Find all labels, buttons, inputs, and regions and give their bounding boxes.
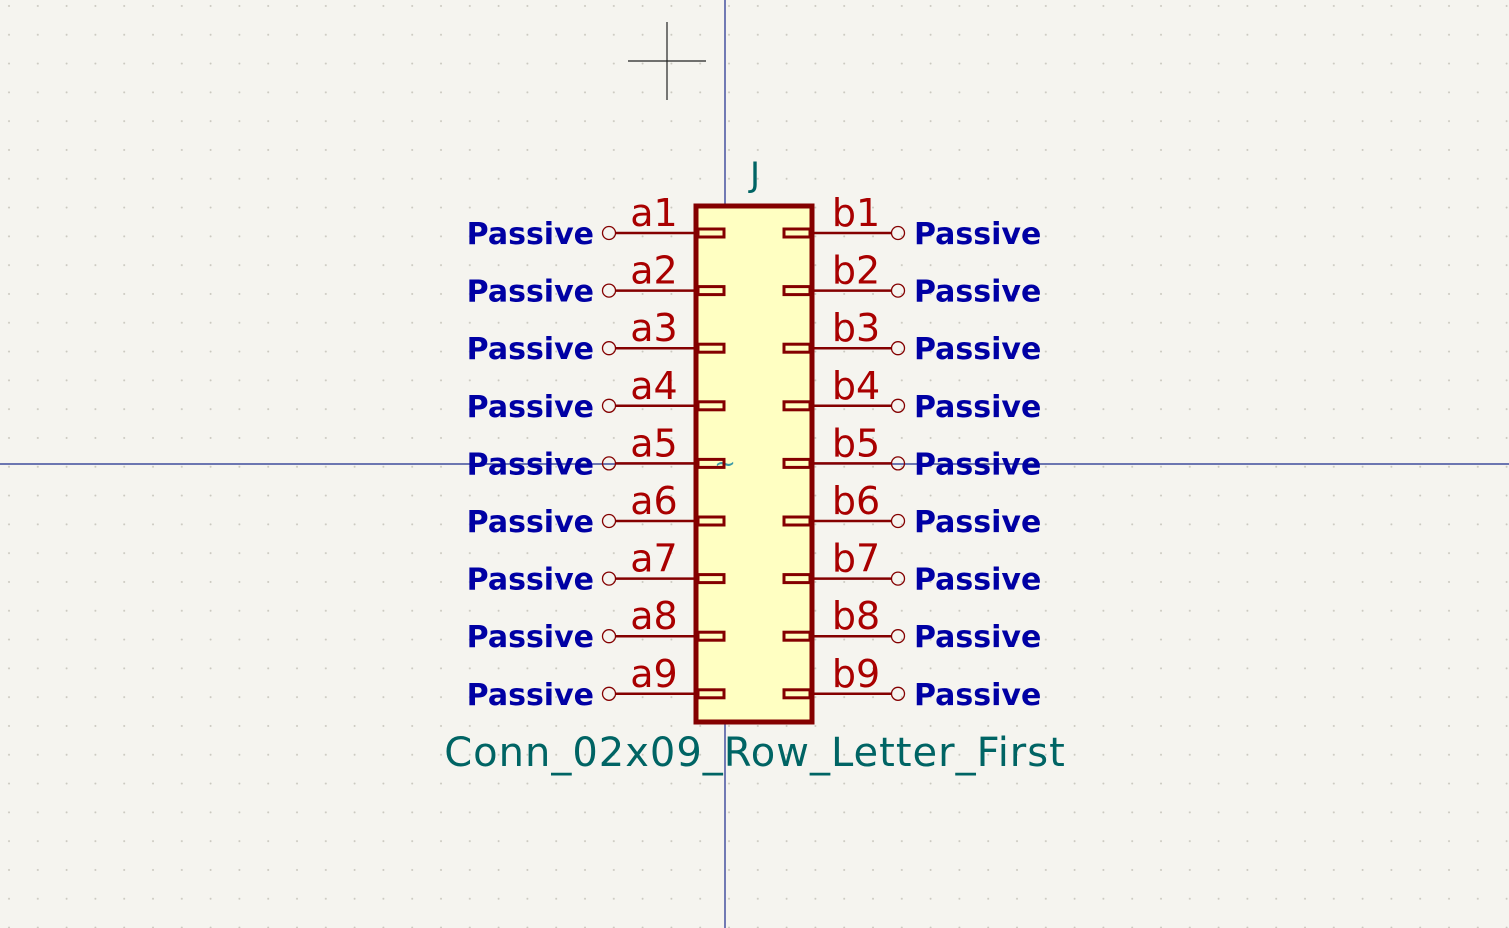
pin-a8[interactable]: a8 Passive	[467, 594, 726, 655]
pin-number: b8	[832, 594, 880, 638]
pin-electrical-type: Passive	[914, 447, 1041, 482]
pin-number: b4	[832, 364, 880, 408]
pin-list: a1 Passive a2 Passive a3 Passive a4 Passive a5 Pa…	[467, 191, 1042, 713]
pin-connector-icon	[696, 688, 726, 700]
pin-electrical-type: Passive	[914, 332, 1041, 367]
pin-end-circle-icon	[890, 629, 906, 644]
pin-b4[interactable]: b4 Passive	[782, 364, 1041, 425]
pin-connector-icon	[782, 342, 812, 354]
pin-electrical-type: Passive	[467, 620, 594, 655]
pin-electrical-type: Passive	[914, 217, 1041, 252]
pin-end-circle-icon	[601, 686, 617, 701]
pin-end-circle-icon	[890, 686, 906, 701]
pin-a5[interactable]: a5 Passive	[467, 421, 726, 482]
pin-electrical-type: Passive	[467, 678, 594, 713]
cursor-crosshair-icon	[628, 22, 706, 100]
pin-end-circle-icon	[601, 398, 617, 413]
symbol-value[interactable]: Conn_02x09_Row_Letter_First	[444, 730, 1066, 776]
pin-electrical-type: Passive	[914, 390, 1041, 425]
pin-a9[interactable]: a9 Passive	[467, 652, 726, 713]
pin-connector-icon	[782, 227, 812, 239]
pin-electrical-type: Passive	[467, 563, 594, 598]
pin-a1[interactable]: a1 Passive	[467, 191, 726, 252]
pin-a2[interactable]: a2 Passive	[467, 249, 726, 310]
pin-a7[interactable]: a7 Passive	[467, 537, 726, 598]
pin-electrical-type: Passive	[467, 505, 594, 540]
pin-end-circle-icon	[890, 283, 906, 298]
pin-end-circle-icon	[601, 456, 617, 471]
pin-end-circle-icon	[890, 341, 906, 356]
pin-end-circle-icon	[890, 456, 906, 471]
pin-electrical-type: Passive	[467, 332, 594, 367]
pin-b3[interactable]: b3 Passive	[782, 306, 1041, 367]
pin-connector-icon	[782, 457, 812, 469]
pin-connector-icon	[696, 573, 726, 585]
pin-end-circle-icon	[890, 225, 906, 241]
pin-number: b3	[832, 306, 880, 350]
pin-end-circle-icon	[601, 283, 617, 298]
pin-connector-icon	[696, 342, 726, 354]
pin-end-circle-icon	[601, 341, 617, 356]
pin-number: a5	[630, 421, 677, 465]
pin-end-circle-icon	[890, 571, 906, 586]
pin-end-circle-icon	[601, 629, 617, 644]
pin-connector-icon	[782, 573, 812, 585]
pin-number: b9	[832, 652, 880, 696]
pin-connector-icon	[696, 457, 726, 469]
pin-connector-icon	[696, 227, 726, 239]
pin-number: a8	[630, 594, 677, 638]
pin-connector-icon	[782, 515, 812, 527]
pin-end-circle-icon	[890, 398, 906, 413]
pin-number: a4	[630, 364, 677, 408]
pin-end-circle-icon	[601, 225, 617, 241]
pin-b1[interactable]: b1 Passive	[782, 191, 1041, 252]
pin-a4[interactable]: a4 Passive	[467, 364, 726, 425]
pin-electrical-type: Passive	[914, 505, 1041, 540]
pin-connector-icon	[696, 400, 726, 412]
pin-electrical-type: Passive	[467, 275, 594, 310]
pin-number: b2	[832, 249, 880, 293]
pin-b5[interactable]: b5 Passive	[782, 421, 1041, 482]
pin-number: a7	[630, 537, 677, 581]
pin-number: a1	[630, 191, 677, 235]
pin-number: b6	[832, 479, 880, 523]
pin-connector-icon	[696, 285, 726, 297]
pin-b8[interactable]: b8 Passive	[782, 594, 1041, 655]
pin-connector-icon	[782, 400, 812, 412]
pin-connector-icon	[782, 688, 812, 700]
pin-b7[interactable]: b7 Passive	[782, 537, 1041, 598]
pin-connector-icon	[782, 285, 812, 297]
symbol-reference[interactable]: J	[748, 155, 760, 195]
pin-b2[interactable]: b2 Passive	[782, 249, 1041, 310]
pin-number: a9	[630, 652, 677, 696]
pin-number: b5	[832, 421, 880, 465]
pin-number: b1	[832, 191, 880, 235]
pin-b6[interactable]: b6 Passive	[782, 479, 1041, 540]
pin-electrical-type: Passive	[467, 217, 594, 252]
pin-a6[interactable]: a6 Passive	[467, 479, 726, 540]
pin-electrical-type: Passive	[914, 563, 1041, 598]
pin-number: a2	[630, 249, 677, 293]
pin-connector-icon	[696, 630, 726, 642]
pin-b9[interactable]: b9 Passive	[782, 652, 1041, 713]
pin-number: a6	[630, 479, 677, 523]
pin-electrical-type: Passive	[914, 620, 1041, 655]
pin-number: b7	[832, 537, 880, 581]
pin-electrical-type: Passive	[914, 678, 1041, 713]
pin-end-circle-icon	[601, 571, 617, 586]
pin-connector-icon	[782, 630, 812, 642]
pin-a3[interactable]: a3 Passive	[467, 306, 726, 367]
pin-electrical-type: Passive	[914, 275, 1041, 310]
pin-connector-icon	[696, 515, 726, 527]
pin-electrical-type: Passive	[467, 447, 594, 482]
pin-end-circle-icon	[601, 513, 617, 529]
pin-electrical-type: Passive	[467, 390, 594, 425]
pin-end-circle-icon	[890, 513, 906, 529]
pin-number: a3	[630, 306, 677, 350]
